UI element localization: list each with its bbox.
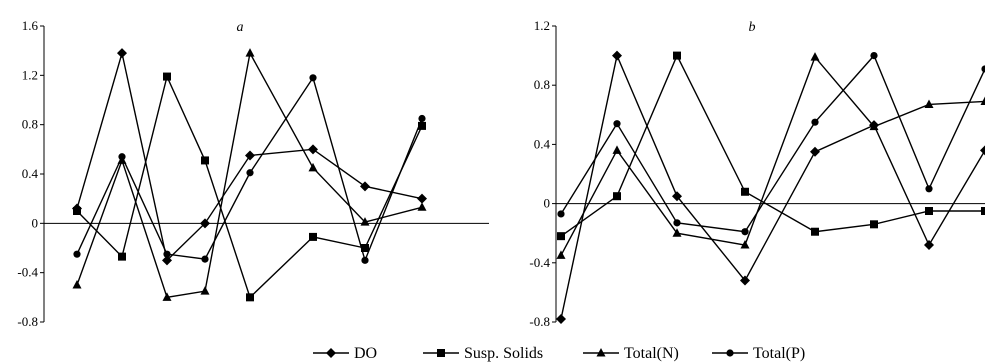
- panel-b-point-total-n: [980, 96, 985, 105]
- panel-a-series-line-total-n: [76, 51, 423, 299]
- legend-label-total-n: Total(N): [624, 345, 679, 362]
- legend-marker-do: [326, 348, 336, 358]
- panel-b-point-susp-solids: [811, 227, 819, 236]
- panel-a-point-total-p: [118, 153, 126, 161]
- panel-a-point-susp-solids: [309, 232, 317, 241]
- panel-b-point-total-p: [870, 52, 878, 60]
- panel-b-series-line-susp-solids: [560, 53, 985, 237]
- panel-b-point-total-n: [672, 228, 682, 237]
- panel-b-title: b: [749, 20, 756, 35]
- panel-b-point-total-p: [741, 228, 749, 236]
- panel-b-point-susp-solids: [557, 232, 565, 241]
- panel-a-point-do: [360, 181, 370, 192]
- panel-a-point-total-p: [361, 256, 369, 264]
- panel-a-point-total-n: [417, 202, 427, 211]
- panel-a-point-total-p: [309, 74, 317, 82]
- panel-a-point-total-p: [418, 114, 426, 123]
- panel-a-point-total-p: [163, 250, 171, 258]
- panel-b-point-total-p: [673, 219, 681, 227]
- panel-a-point-total-n: [308, 162, 318, 172]
- panel-a-point-susp-solids: [118, 252, 126, 261]
- panel-a-y-tick-label: 0.4: [22, 166, 39, 181]
- panel-b-point-susp-solids: [981, 207, 985, 215]
- panel-b-y-tick-label: 1.2: [534, 18, 550, 33]
- legend-marker-total-n: [596, 348, 606, 357]
- panel-a-point-do: [117, 48, 127, 59]
- panel-b-point-do: [924, 240, 934, 251]
- panel-a-point-susp-solids: [163, 72, 171, 81]
- panel-a-y-tick-label: -0.8: [17, 314, 38, 329]
- panel-b-point-susp-solids: [613, 192, 621, 201]
- panel-a-point-susp-solids: [201, 156, 209, 165]
- panel-b-point-total-n: [556, 250, 566, 259]
- panel-b-point-total-n: [810, 52, 820, 61]
- panel-b-point-do: [556, 314, 566, 325]
- panel-a-y-tick-label: 1.2: [22, 67, 38, 82]
- panel-a-point-total-n: [72, 280, 82, 289]
- panel-b-y-tick-label: -0.4: [529, 255, 550, 270]
- panel-b-point-total-n: [612, 145, 622, 154]
- panel-b-point-do: [740, 275, 750, 286]
- legend-marker-total-p: [726, 349, 734, 357]
- panel-b: b 1.2 0.8 0.4 0 -0.4 -0.8: [529, 18, 985, 329]
- panel-a-point-total-n: [360, 217, 370, 226]
- panel-b-point-do: [980, 145, 985, 156]
- panel-b-point-total-p: [811, 118, 819, 126]
- panel-b-point-total-n: [924, 99, 934, 108]
- panel-a-y-tick-label: 0.8: [22, 117, 38, 132]
- panel-b-point-total-p: [925, 185, 933, 193]
- panel-a-point-total-p: [201, 255, 209, 263]
- panel-b-y-tick-label: 0.8: [534, 77, 550, 92]
- panel-a-point-total-n: [245, 48, 255, 57]
- panel-b-point-do: [810, 146, 820, 157]
- panel-a-point-total-n: [162, 292, 172, 301]
- panel-a-title: a: [237, 20, 244, 35]
- panel-b-point-total-n: [740, 240, 750, 249]
- panel-a-point-total-p: [73, 250, 81, 258]
- panel-b-point-do: [672, 191, 682, 202]
- panel-a-y-tick-label: 1.6: [22, 18, 39, 33]
- legend-label-total-p: Total(P): [753, 345, 805, 362]
- panel-a-point-do: [308, 144, 318, 155]
- legend-label-do: DO: [354, 345, 377, 362]
- panel-b-series-line-do: [560, 53, 985, 320]
- panel-b-point-susp-solids: [673, 51, 681, 60]
- panel-a-series-line-total-p: [76, 76, 423, 263]
- panel-a-point-total-p: [246, 169, 254, 177]
- panel-b-point-do: [612, 50, 622, 61]
- panel-b-y-tick-label: -0.8: [529, 314, 550, 329]
- panel-b-point-total-p: [981, 65, 985, 73]
- panel-a-point-susp-solids: [246, 293, 254, 302]
- panel-a-point-do: [417, 193, 427, 204]
- panel-a-series-line-susp-solids: [76, 74, 423, 299]
- panel-a-point-susp-solids: [73, 207, 81, 215]
- panel-b-point-susp-solids: [870, 220, 878, 229]
- panel-a-series-line-do: [76, 52, 423, 262]
- panel-a-point-do: [200, 218, 210, 229]
- panel-a-y-tick-label: -0.4: [17, 265, 38, 280]
- panel-b-series-line-total-n: [560, 55, 985, 256]
- panel-b-y-tick-label: 0.4: [534, 136, 551, 151]
- legend-marker-susp-solids: [437, 349, 445, 357]
- panel-a-point-do: [162, 255, 172, 266]
- panel-a-point-total-n: [200, 286, 210, 295]
- panel-b-point-total-p: [557, 210, 565, 218]
- legend: DO Susp. Solids Total(N) Total(P): [313, 345, 805, 362]
- panel-b-point-susp-solids: [741, 187, 749, 196]
- panel-a-point-do: [245, 150, 255, 161]
- panel-b-point-total-n: [869, 121, 879, 131]
- panel-a-point-susp-solids: [418, 121, 426, 130]
- legend-label-susp-solids: Susp. Solids: [464, 345, 543, 362]
- panel-a-point-susp-solids: [361, 244, 369, 252]
- panel-b-point-susp-solids: [925, 207, 933, 215]
- panel-b-series-line-total-p: [560, 54, 985, 233]
- panel-b-y-tick-label: 0: [544, 196, 551, 211]
- panel-a: a 1.6 1.2 0.8 0.4 0 -0.4 -0.8: [17, 18, 489, 329]
- panel-b-point-total-p: [613, 120, 621, 128]
- panel-a-y-tick-label: 0: [32, 215, 39, 230]
